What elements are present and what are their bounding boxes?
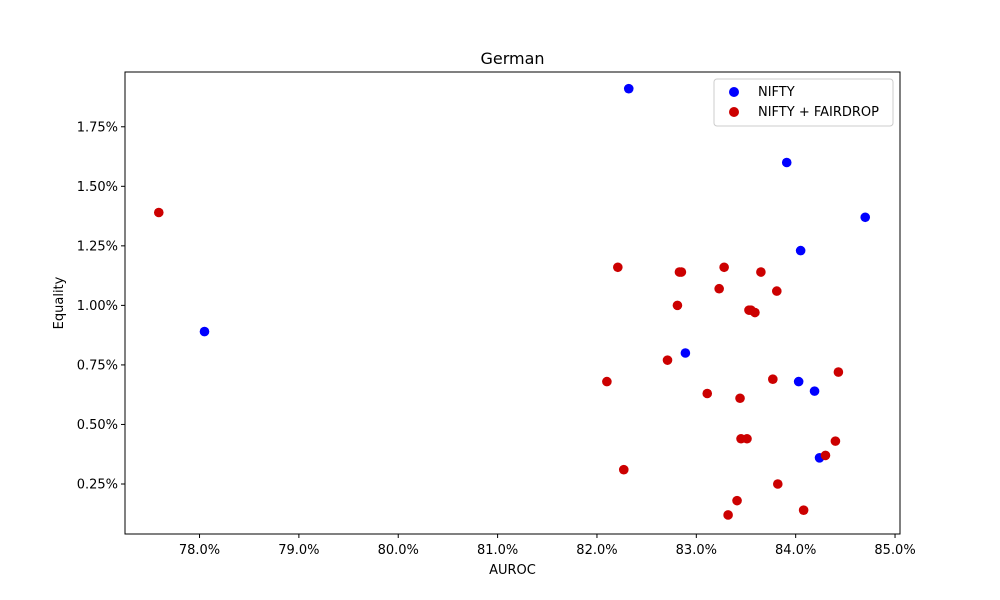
x-tick-label: 82.0%: [576, 543, 617, 558]
x-axis: 78.0% 79.0% 80.0% 81.0% 82.0% 83.0% 84.0% 85.0%: [179, 534, 916, 558]
y-tick-label: 1.25%: [77, 239, 118, 254]
point-nifty: [860, 212, 871, 223]
x-axis-label: AUROC: [489, 563, 536, 578]
point-nifty-fairdrop: [602, 376, 612, 387]
point-nifty-fairdrop: [618, 464, 629, 475]
point-nifty-fairdrop: [742, 433, 752, 444]
y-tick-label: 1.50%: [77, 180, 118, 195]
x-tick-label: 83.0%: [676, 543, 717, 558]
legend-marker-nifty-fairdrop: [729, 107, 739, 117]
legend-label-nifty-fairdrop: NIFTY + FAIRDROP: [758, 105, 879, 120]
x-tick-label: 85.0%: [874, 543, 915, 558]
point-nifty-fairdrop: [153, 207, 164, 218]
point-nifty: [623, 83, 634, 94]
point-nifty-fairdrop: [702, 388, 713, 399]
legend: NIFTY NIFTY + FAIRDROP: [713, 78, 894, 127]
point-nifty: [793, 376, 804, 387]
legend-marker-nifty: [729, 87, 739, 97]
point-nifty: [809, 386, 820, 396]
point-nifty-fairdrop: [768, 374, 778, 385]
point-nifty-fairdrop: [820, 450, 831, 461]
x-tick-label: 81.0%: [477, 543, 518, 558]
legend-box: [713, 78, 894, 127]
x-tick-label: 78.0%: [179, 543, 220, 558]
point-nifty: [781, 157, 792, 168]
y-tick-label: 1.75%: [77, 120, 118, 135]
point-nifty-fairdrop: [719, 262, 729, 273]
point-nifty-fairdrop: [771, 286, 782, 296]
point-nifty-fairdrop: [756, 267, 766, 277]
point-nifty-fairdrop: [676, 267, 687, 277]
point-nifty: [199, 326, 210, 337]
plot-area-frame: [124, 71, 901, 535]
point-nifty-fairdrop: [798, 505, 809, 515]
y-tick-label: 0.75%: [77, 358, 118, 373]
y-axis: 0.25% 0.50% 0.75% 1.00% 1.25% 1.50% 1.75%: [77, 120, 125, 492]
point-nifty-fairdrop: [830, 436, 841, 446]
point-nifty-fairdrop: [772, 479, 783, 489]
x-tick-label: 84.0%: [775, 543, 816, 558]
y-tick-label: 1.00%: [77, 299, 118, 314]
point-nifty-fairdrop: [662, 355, 673, 365]
x-tick-label: 80.0%: [378, 543, 419, 558]
legend-label-nifty: NIFTY: [758, 85, 795, 100]
point-nifty-fairdrop: [714, 283, 724, 294]
chart-title: German: [480, 49, 544, 68]
y-axis-label: Equality: [52, 276, 67, 329]
point-nifty-fairdrop: [833, 367, 844, 377]
data-points: [153, 83, 871, 520]
point-nifty: [795, 245, 806, 256]
y-tick-label: 0.25%: [77, 477, 118, 492]
y-tick-label: 0.50%: [77, 418, 118, 433]
point-nifty-fairdrop: [723, 510, 733, 520]
point-nifty-fairdrop: [735, 393, 745, 404]
point-nifty-fairdrop: [613, 262, 623, 273]
point-nifty-fairdrop: [732, 495, 742, 506]
point-nifty: [680, 348, 691, 358]
point-nifty-fairdrop: [672, 300, 683, 311]
x-tick-label: 79.0%: [278, 543, 319, 558]
point-nifty-fairdrop: [750, 307, 760, 318]
